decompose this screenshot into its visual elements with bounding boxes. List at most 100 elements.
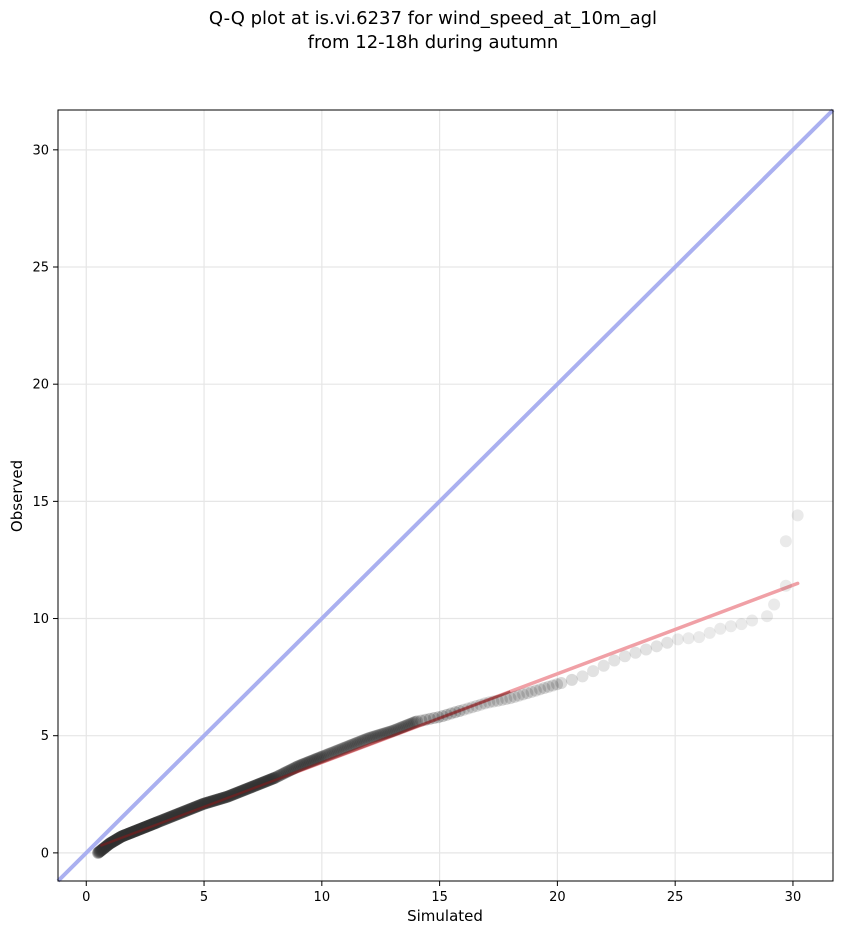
quantile-point (313, 751, 326, 764)
quantile-point (312, 752, 325, 765)
quantile-point (555, 676, 568, 689)
quantile-point (325, 746, 338, 759)
quantile-point (363, 731, 376, 744)
quantile-point (373, 728, 386, 741)
y-axis-label: Observed (8, 460, 26, 532)
quantile-point (504, 692, 517, 705)
grid-lines (58, 110, 833, 881)
chart-title-line2: from 12-18h during autumn (308, 32, 559, 53)
quantile-point (565, 673, 578, 686)
quantile-point (318, 749, 331, 762)
y-axis-ticks: 0 5 10 15 20 25 30 (32, 143, 58, 861)
quantile-point (378, 727, 391, 740)
quantile-point (356, 734, 369, 747)
quantile-point (355, 735, 368, 748)
quantile-point (361, 732, 374, 745)
x-tick-label: 10 (314, 890, 331, 905)
quantile-point (359, 733, 372, 746)
quantile-point (779, 579, 792, 592)
quantile-point (336, 742, 349, 755)
quantile-point (517, 688, 530, 701)
quantile-point (374, 728, 387, 741)
quantile-point (358, 733, 371, 746)
quantile-point (542, 680, 555, 693)
x-axis-label: Simulated (407, 907, 483, 925)
quantile-point (315, 750, 328, 763)
quantile-point (521, 687, 534, 700)
quantile-point (703, 626, 716, 639)
quantile-point (724, 620, 737, 633)
quantile-point (343, 739, 356, 752)
quantile-point (512, 689, 525, 702)
quantile-point (629, 646, 642, 659)
quantile-point (320, 748, 333, 761)
quantile-point (351, 736, 364, 749)
quantile-point (597, 659, 610, 672)
quantile-point (96, 843, 109, 856)
quantile-point (551, 678, 564, 691)
y-tick-label: 0 (41, 846, 49, 861)
quantile-point (791, 509, 804, 522)
quantile-point (305, 754, 318, 767)
quantile-point (608, 654, 621, 667)
quantile-point (714, 622, 727, 635)
quantile-point (364, 731, 377, 744)
quantile-point (94, 844, 107, 857)
quantile-point (307, 754, 320, 767)
quantile-point (529, 684, 542, 697)
quantile-point (525, 685, 538, 698)
quantile-point (353, 735, 366, 748)
quantile-point (693, 631, 706, 644)
quantile-point (310, 752, 323, 765)
quantile-point (345, 739, 358, 752)
quantile-point (576, 670, 589, 683)
quantile-point (500, 693, 513, 706)
x-tick-label: 0 (82, 890, 90, 905)
quantile-point (335, 743, 348, 756)
quantile-point (323, 747, 336, 760)
quantile-point (328, 745, 341, 758)
quantile-point (618, 650, 631, 663)
y-tick-label: 20 (32, 378, 49, 393)
x-tick-label: 5 (200, 890, 208, 905)
quantile-point (746, 614, 759, 627)
quantile-point (93, 845, 106, 858)
quantile-point (338, 741, 351, 754)
y-tick-label: 25 (32, 261, 49, 276)
quantile-point (376, 728, 389, 741)
quantile-point (350, 737, 363, 750)
fit-line-dense-overlay (99, 690, 511, 848)
x-tick-label: 20 (549, 890, 566, 905)
quantile-point (779, 535, 792, 548)
quantile-point (348, 737, 361, 750)
quantile-point (317, 750, 330, 763)
quantile-point (331, 744, 344, 757)
plot-area-frame (57, 109, 834, 882)
quantile-point (327, 746, 340, 759)
quantile-point (333, 743, 346, 756)
y-tick-label: 30 (32, 143, 49, 158)
quantile-point (330, 745, 343, 758)
quantile-points (92, 509, 804, 859)
quantile-point (640, 643, 653, 656)
quantile-point (368, 730, 381, 743)
quantile-point (761, 610, 774, 623)
reference-lines (56, 108, 835, 883)
quantile-point (650, 640, 663, 653)
quantile-point (508, 690, 521, 703)
quantile-point (92, 846, 105, 859)
quantile-point (661, 636, 674, 649)
x-tick-label: 30 (785, 890, 802, 905)
x-axis-ticks: 0 5 10 15 20 25 30 (82, 881, 801, 905)
quantile-point (92, 846, 105, 859)
identity-line (56, 108, 835, 883)
chart-title-line1: Q-Q plot at is.vi.6237 for wind_speed_at… (209, 8, 657, 29)
quantile-point (346, 738, 359, 751)
quantile-point (735, 618, 748, 631)
y-tick-label: 10 (32, 612, 49, 627)
quantile-point (768, 598, 781, 611)
quantile-point (546, 679, 559, 692)
y-tick-label: 5 (41, 729, 49, 744)
quantile-point (587, 665, 600, 678)
